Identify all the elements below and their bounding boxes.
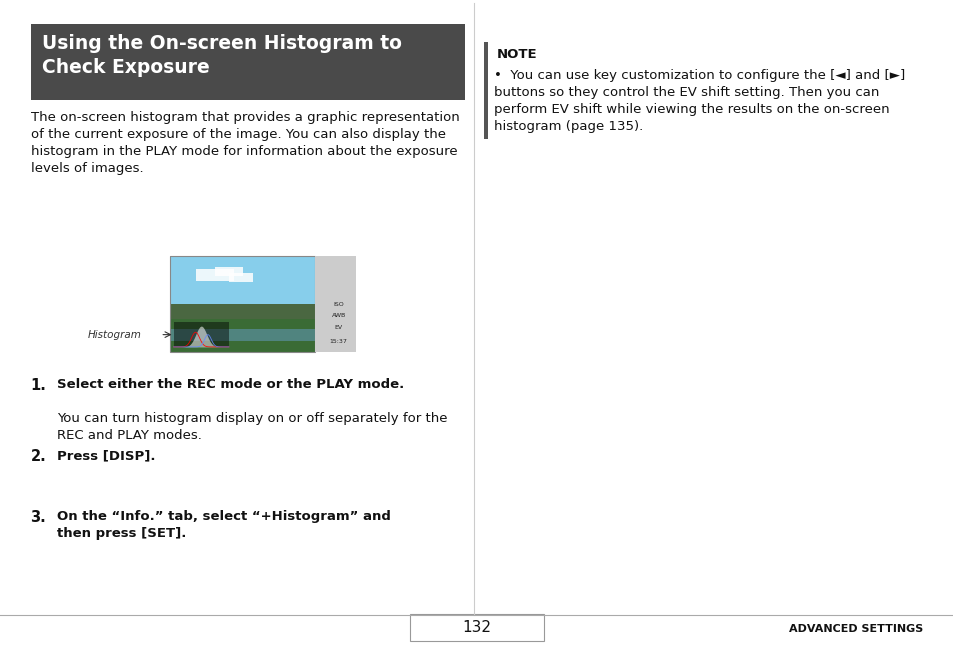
- Text: Histogram: Histogram: [88, 329, 141, 340]
- Text: AWB: AWB: [332, 313, 346, 318]
- Bar: [314, 256, 355, 352]
- Bar: [229, 273, 253, 282]
- Bar: [170, 318, 314, 352]
- Text: 3.: 3.: [30, 510, 47, 525]
- Text: 1.: 1.: [30, 378, 47, 393]
- Text: 15:37: 15:37: [330, 339, 347, 344]
- Text: •  You can use key customization to configure the [◄] and [►]
buttons so they co: • You can use key customization to confi…: [494, 69, 904, 133]
- Bar: [410, 614, 543, 641]
- Bar: [30, 24, 464, 100]
- Text: NOTE: NOTE: [497, 48, 537, 61]
- Text: ISO: ISO: [333, 302, 344, 307]
- Bar: [214, 267, 243, 276]
- Bar: [170, 329, 314, 340]
- Text: You can turn histogram display on or off separately for the
REC and PLAY modes.: You can turn histogram display on or off…: [57, 412, 447, 441]
- Text: EV: EV: [335, 325, 342, 330]
- Text: Select either the REC mode or the PLAY mode.: Select either the REC mode or the PLAY m…: [57, 378, 404, 391]
- Text: ADVANCED SETTINGS: ADVANCED SETTINGS: [788, 623, 923, 634]
- Bar: [195, 269, 233, 281]
- Text: 132: 132: [462, 620, 491, 635]
- Bar: [170, 304, 314, 324]
- Bar: [170, 256, 314, 352]
- Text: The on-screen histogram that provides a graphic representation
of the current ex: The on-screen histogram that provides a …: [30, 111, 458, 175]
- Text: 2.: 2.: [30, 449, 47, 464]
- Bar: [483, 42, 488, 139]
- Bar: [170, 256, 314, 318]
- Text: Using the On-screen Histogram to
Check Exposure: Using the On-screen Histogram to Check E…: [42, 34, 401, 78]
- Bar: [173, 322, 229, 347]
- Text: On the “Info.” tab, select “+Histogram” and
then press [SET].: On the “Info.” tab, select “+Histogram” …: [57, 510, 391, 540]
- Text: Press [DISP].: Press [DISP].: [57, 449, 155, 462]
